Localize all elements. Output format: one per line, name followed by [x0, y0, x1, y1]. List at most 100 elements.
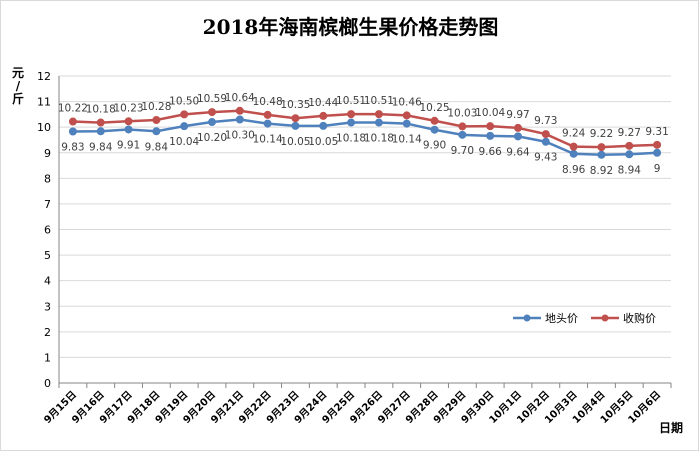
- data-label: 10.23: [114, 102, 144, 114]
- legend-label: 收购价: [623, 311, 656, 325]
- data-point: [430, 125, 439, 134]
- y-tick-label: 5: [44, 249, 51, 262]
- data-point: [374, 110, 383, 119]
- data-label: 10.05: [280, 136, 310, 148]
- data-label: 9.24: [562, 128, 586, 140]
- y-tick-label: 6: [44, 224, 51, 237]
- chart-title: 2018年海南槟榔生果价格走势图: [202, 15, 499, 39]
- data-point: [291, 121, 300, 130]
- data-point: [263, 110, 272, 119]
- data-point: [541, 130, 550, 139]
- legend-label: 地头价: [545, 312, 578, 325]
- data-label: 9.84: [145, 141, 169, 153]
- data-label: 10.04: [475, 107, 505, 119]
- data-point: [180, 122, 189, 131]
- data-label: 10.04: [169, 136, 199, 148]
- y-tick-label: 8: [44, 172, 51, 185]
- legend-marker: [601, 314, 609, 322]
- data-label: 10.64: [225, 92, 255, 104]
- data-label: 8.94: [618, 164, 642, 176]
- data-label: 10.51: [336, 95, 366, 107]
- data-label: 10.18: [336, 133, 366, 145]
- y-tick-label: 4: [44, 275, 51, 288]
- data-label: 9.64: [506, 146, 530, 158]
- y-axis-label: 元 / 斤: [9, 67, 27, 106]
- data-label: 9.27: [618, 127, 641, 139]
- data-point: [319, 121, 328, 130]
- data-label: 9.97: [506, 109, 529, 121]
- data-point: [402, 119, 411, 128]
- data-point: [402, 111, 411, 120]
- data-point: [96, 127, 105, 136]
- y-tick-label: 11: [37, 96, 51, 109]
- data-label: 9.73: [534, 115, 557, 127]
- data-label: 9.83: [61, 142, 84, 154]
- data-point: [569, 149, 578, 158]
- data-point: [430, 116, 439, 125]
- data-label: 9.22: [590, 128, 613, 140]
- data-point: [486, 122, 495, 131]
- data-label: 9.84: [89, 141, 113, 153]
- data-label: 10.50: [169, 95, 199, 107]
- y-tick-label: 3: [44, 300, 51, 313]
- data-label: 10.25: [420, 102, 450, 114]
- series-line: [72, 118, 658, 157]
- series-line: [72, 109, 658, 149]
- data-point: [458, 122, 467, 131]
- data-point: [152, 116, 161, 125]
- data-label: 10.18: [86, 104, 116, 116]
- data-label: 9.43: [534, 152, 557, 164]
- data-label: 10.59: [197, 93, 227, 105]
- legend-marker: [523, 314, 531, 322]
- y-axis-label-char: /: [15, 79, 21, 93]
- data-point: [653, 148, 662, 157]
- y-tick-label: 9: [44, 147, 51, 160]
- data-label: 8.92: [590, 165, 613, 177]
- data-point: [235, 106, 244, 115]
- data-point: [124, 117, 133, 126]
- data-point: [235, 115, 244, 124]
- data-label: 10.51: [364, 95, 394, 107]
- data-point: [597, 150, 606, 159]
- data-label: 10.14: [253, 134, 283, 146]
- data-point: [458, 130, 467, 139]
- data-point: [68, 127, 77, 136]
- data-point: [319, 111, 328, 120]
- data-label: 10.20: [197, 132, 227, 144]
- data-label: 10.44: [308, 97, 338, 109]
- data-point: [374, 118, 383, 127]
- data-point: [124, 125, 133, 134]
- data-point: [514, 132, 522, 141]
- x-axis-label: 日期: [659, 421, 684, 435]
- data-label: 10.30: [225, 129, 255, 141]
- y-axis-label-char: 斤: [11, 92, 24, 106]
- data-point: [96, 118, 105, 127]
- data-label: 10.14: [392, 134, 422, 146]
- data-point: [514, 123, 522, 132]
- data-label: 9.90: [423, 140, 446, 152]
- data-label: 8.96: [562, 164, 586, 176]
- data-label: 9.31: [645, 126, 668, 138]
- data-label: 9.70: [451, 145, 474, 157]
- data-label: 10.03: [447, 107, 477, 119]
- data-point: [653, 140, 662, 149]
- data-label: 9.91: [117, 139, 140, 151]
- data-label: 10.48: [253, 96, 283, 108]
- y-axis-label-char: 元: [11, 66, 24, 80]
- y-tick-label: 10: [37, 121, 51, 134]
- y-tick-label: 12: [37, 70, 51, 83]
- data-label: 10.18: [364, 133, 394, 145]
- y-tick-label: 2: [44, 326, 51, 339]
- data-label: 10.22: [58, 103, 88, 115]
- data-point: [208, 118, 216, 127]
- data-label: 9.66: [478, 146, 502, 158]
- y-tick-label: 0: [44, 377, 51, 390]
- data-point: [347, 118, 356, 127]
- data-point: [347, 110, 356, 119]
- data-point: [625, 141, 634, 150]
- data-label: 10.46: [392, 96, 422, 108]
- data-point: [486, 131, 495, 140]
- data-point: [625, 150, 634, 159]
- data-label: 10.35: [280, 99, 310, 111]
